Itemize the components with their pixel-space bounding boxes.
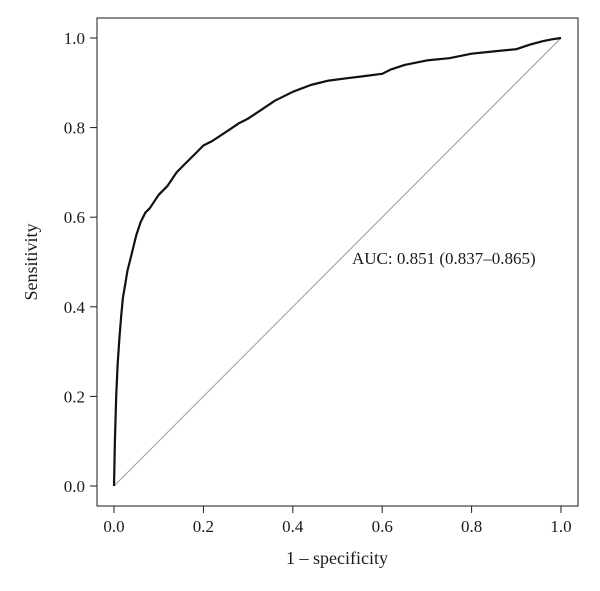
diagonal-reference-line — [113, 37, 562, 487]
y-tick-label: 0.2 — [64, 387, 85, 406]
y-tick-label: 0.8 — [64, 119, 85, 138]
y-tick-label: 1.0 — [64, 29, 85, 48]
x-tick-label: 0.4 — [282, 517, 304, 536]
x-axis: 0.0 0.2 0.4 0.6 0.8 1.0 — [103, 506, 572, 536]
auc-annotation: AUC: 0.851 (0.837–0.865) — [352, 249, 536, 268]
x-tick-label: 0.0 — [103, 517, 124, 536]
y-tick-label: 0.6 — [64, 208, 85, 227]
x-tick-label: 0.2 — [193, 517, 214, 536]
y-axis-title: Sensitivity — [21, 223, 41, 300]
y-axis: 0.0 0.2 0.4 0.6 0.8 1.0 — [64, 29, 97, 496]
x-tick-label: 0.6 — [372, 517, 393, 536]
y-tick-label: 0.4 — [64, 298, 86, 317]
roc-curve — [112, 36, 562, 487]
plot-frame — [96, 17, 579, 507]
x-tick-label: 1.0 — [550, 517, 571, 536]
y-tick-label: 0.0 — [64, 477, 85, 496]
x-axis-title: 1 – specificity — [286, 548, 388, 568]
x-tick-label: 0.8 — [461, 517, 482, 536]
